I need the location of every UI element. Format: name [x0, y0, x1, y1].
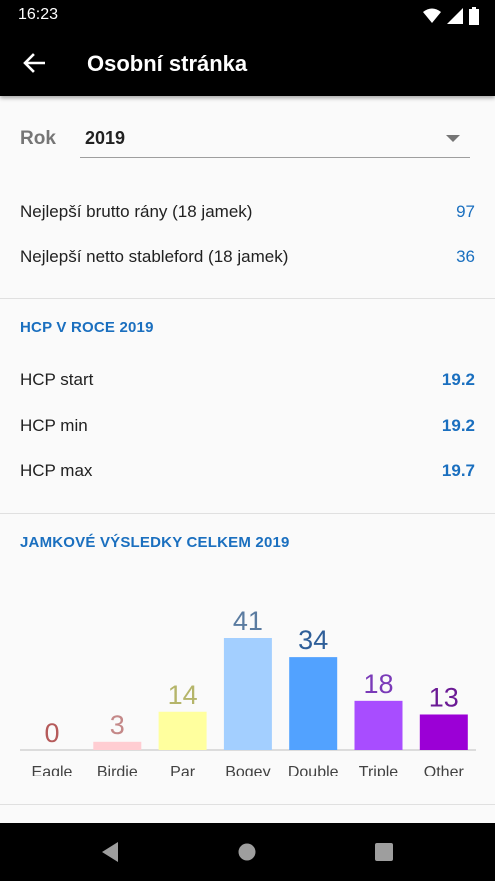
- best-netto-row: Nejlepší netto stableford (18 jamek) 36: [20, 247, 475, 273]
- app-bar: Osobní stránka: [0, 30, 495, 96]
- bar-value-double: 34: [298, 625, 328, 655]
- hcp-start-value: 19.2: [441, 370, 475, 389]
- back-nav-icon[interactable]: [100, 841, 120, 863]
- bar-bogey: [223, 638, 272, 750]
- bar-value-par: 14: [168, 680, 198, 710]
- bar-value-triple: 18: [363, 669, 393, 699]
- back-button[interactable]: [18, 47, 50, 79]
- hcp-min-label: HCP min: [20, 416, 88, 435]
- category-label-triple: Triple: [359, 764, 399, 776]
- bar-birdie: [93, 741, 142, 750]
- recents-nav-icon[interactable]: [374, 841, 394, 863]
- hcp-max-label: HCP max: [20, 461, 93, 480]
- category-label-bogey: Bogey: [225, 764, 270, 776]
- best-brutto-row: Nejlepší brutto rány (18 jamek) 97: [20, 202, 475, 228]
- hcp-max-value: 19.7: [441, 461, 475, 480]
- bar-triple: [354, 700, 403, 750]
- best-netto-value: 36: [456, 247, 475, 266]
- status-icons: [423, 7, 479, 25]
- hcp-section-title: HCP V ROCE 2019: [20, 319, 154, 336]
- category-label-other: Other: [424, 764, 465, 776]
- status-time: 16:23: [18, 6, 59, 23]
- year-row: Rok 2019: [20, 122, 475, 162]
- bar-other: [419, 714, 468, 750]
- bar-double: [289, 657, 338, 750]
- divider: [0, 804, 495, 805]
- best-netto-label: Nejlepší netto stableford (18 jamek): [20, 247, 289, 266]
- results-section-title: JAMKOVÉ VÝSLEDKY CELKEM 2019: [20, 534, 290, 551]
- category-label-eagle: Eagle: [32, 764, 73, 776]
- signal-icon: [447, 8, 463, 24]
- hcp-max-row: HCP max 19.7: [20, 461, 475, 487]
- battery-icon: [469, 7, 479, 25]
- divider: [0, 298, 495, 299]
- year-dropdown[interactable]: 2019: [80, 122, 470, 158]
- wifi-icon: [423, 8, 441, 23]
- results-bar-chart: 0 Eagle 3 Birdie 14 Par 41 Bogey 34 Double 18 Tripl…: [20, 606, 476, 776]
- content: Rok 2019 Nejlepší brutto rány (18 jamek)…: [0, 96, 495, 823]
- dropdown-arrow-icon: [446, 135, 460, 142]
- hcp-start-label: HCP start: [20, 370, 94, 389]
- bar-value-birdie: 3: [110, 710, 125, 740]
- bar-value-other: 13: [429, 682, 459, 712]
- status-bar: 16:23: [0, 0, 495, 30]
- category-label-double: Double: [288, 764, 339, 776]
- hcp-start-row: HCP start 19.2: [20, 370, 475, 396]
- home-nav-icon[interactable]: [237, 841, 257, 863]
- best-brutto-label: Nejlepší brutto rány (18 jamek): [20, 202, 253, 221]
- arrow-back-icon: [23, 53, 45, 73]
- divider: [0, 513, 495, 514]
- year-value: 2019: [85, 128, 126, 148]
- bar-value-eagle: 0: [44, 718, 59, 748]
- results-chart: 0 Eagle 3 Birdie 14 Par 41 Bogey 34 Double 18 Tripl…: [20, 576, 476, 776]
- category-label-par: Par: [170, 764, 196, 776]
- year-label: Rok: [20, 128, 56, 149]
- bar-value-bogey: 41: [233, 606, 263, 636]
- category-label-birdie: Birdie: [97, 764, 138, 776]
- navigation-bar: [0, 823, 495, 881]
- best-brutto-value: 97: [456, 202, 475, 221]
- page-title: Osobní stránka: [87, 51, 248, 76]
- bar-par: [158, 711, 207, 750]
- hcp-min-row: HCP min 19.2: [20, 416, 475, 442]
- hcp-min-value: 19.2: [441, 416, 475, 435]
